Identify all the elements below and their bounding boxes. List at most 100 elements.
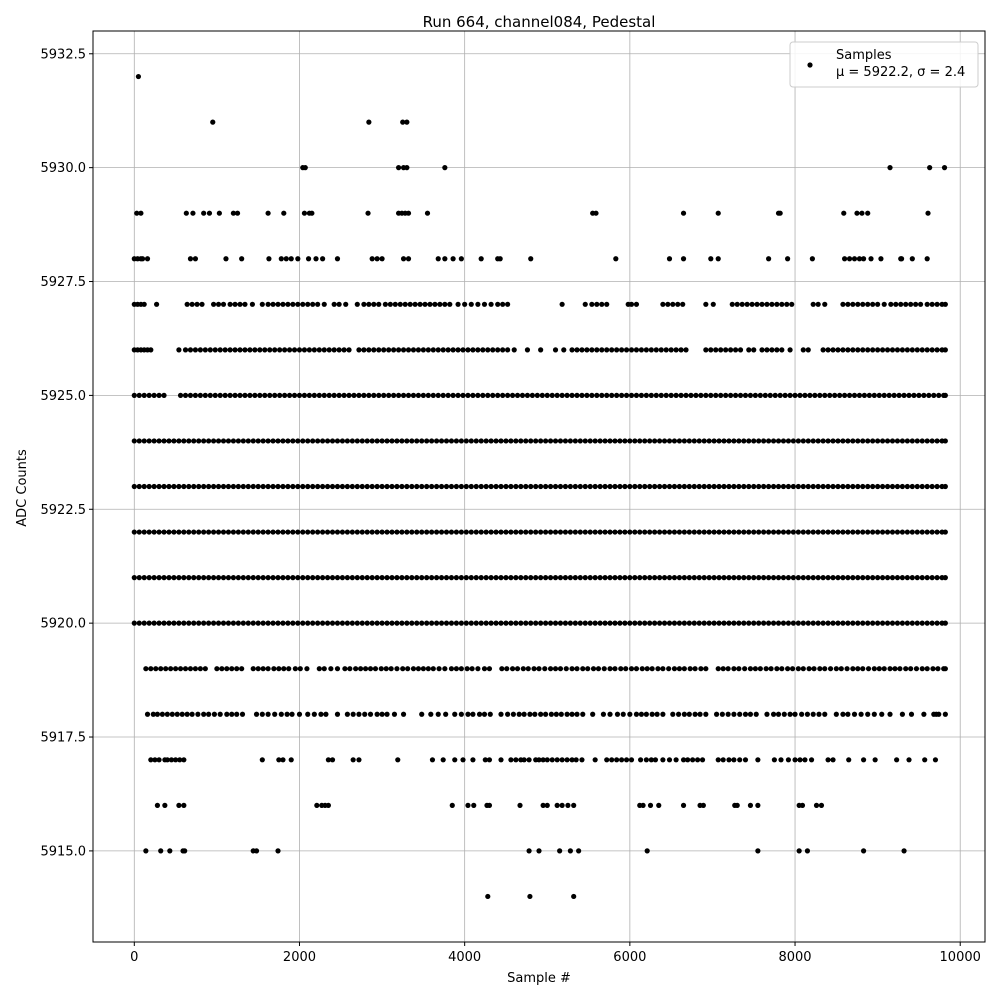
data-point (468, 301, 474, 307)
data-point (364, 529, 370, 535)
data-point (764, 347, 770, 353)
data-point (328, 666, 334, 672)
data-point (770, 620, 777, 626)
data-point (153, 666, 159, 672)
data-point (564, 711, 570, 717)
data-point (924, 529, 930, 535)
data-point (146, 620, 152, 626)
data-point (191, 620, 197, 626)
data-point (458, 711, 464, 717)
data-point (460, 347, 466, 353)
data-point (830, 347, 836, 353)
data-point (746, 438, 752, 444)
data-point (376, 347, 382, 353)
data-point (585, 666, 591, 672)
data-point (394, 483, 400, 490)
data-point (150, 711, 156, 717)
data-point (389, 575, 395, 581)
data-point (574, 711, 580, 717)
data-point (835, 438, 841, 444)
data-point (929, 529, 935, 535)
data-point (148, 757, 154, 763)
data-point (542, 666, 548, 672)
data-point (766, 620, 772, 626)
data-point (561, 347, 567, 353)
data-point (652, 483, 658, 490)
data-point (465, 347, 471, 353)
data-point (468, 620, 474, 626)
data-point (136, 438, 142, 444)
data-point (860, 483, 866, 490)
data-point (314, 802, 320, 808)
data-point (259, 757, 265, 763)
data-point (404, 119, 410, 125)
data-point (315, 575, 321, 581)
data-point (731, 529, 737, 535)
data-point (450, 392, 456, 398)
data-point (787, 711, 793, 717)
data-point (364, 438, 370, 444)
data-point (334, 256, 341, 262)
data-point (785, 256, 791, 262)
data-point (663, 392, 669, 398)
data-point (343, 301, 349, 307)
data-point (879, 529, 886, 535)
data-point (837, 392, 843, 398)
data-point (240, 438, 246, 444)
data-point (924, 256, 930, 262)
data-point (557, 483, 564, 490)
data-point (894, 575, 901, 581)
data-point (668, 392, 674, 398)
data-point (820, 483, 826, 490)
data-point (510, 711, 516, 717)
data-point (367, 666, 374, 672)
data-point (523, 529, 529, 535)
data-point (769, 347, 775, 353)
data-point (865, 301, 871, 307)
data-point (516, 711, 522, 717)
data-point (815, 301, 821, 307)
data-point (789, 666, 796, 672)
data-point (463, 620, 469, 626)
data-point (267, 392, 273, 398)
data-point (696, 575, 702, 581)
data-point (860, 757, 867, 763)
data-point (901, 392, 907, 398)
data-point (518, 620, 524, 626)
data-point (622, 575, 628, 581)
data-point (341, 392, 347, 398)
data-point (571, 802, 577, 808)
data-point (736, 483, 742, 490)
data-point (911, 392, 917, 398)
data-point (538, 711, 544, 717)
data-point (559, 757, 565, 763)
data-point (395, 347, 402, 353)
data-point (830, 529, 836, 535)
data-point (275, 848, 281, 854)
data-point (757, 666, 763, 672)
data-point (405, 256, 412, 262)
data-point (275, 438, 281, 444)
data-point (498, 711, 504, 717)
data-point (524, 392, 531, 398)
data-point (282, 392, 288, 398)
data-point (627, 620, 633, 626)
data-point (250, 575, 256, 581)
data-point (919, 438, 925, 444)
data-point (230, 210, 237, 216)
data-point (942, 347, 948, 353)
data-point (540, 802, 546, 808)
data-point (419, 711, 425, 717)
data-point (909, 438, 915, 444)
data-point (886, 392, 892, 398)
data-point (369, 483, 375, 490)
data-point (775, 483, 782, 490)
data-point (898, 256, 905, 262)
data-point (206, 483, 212, 490)
data-point (696, 483, 702, 490)
data-point (168, 666, 174, 672)
data-point (153, 301, 160, 307)
data-point (503, 575, 509, 581)
data-point (820, 438, 826, 444)
data-point (278, 256, 284, 262)
